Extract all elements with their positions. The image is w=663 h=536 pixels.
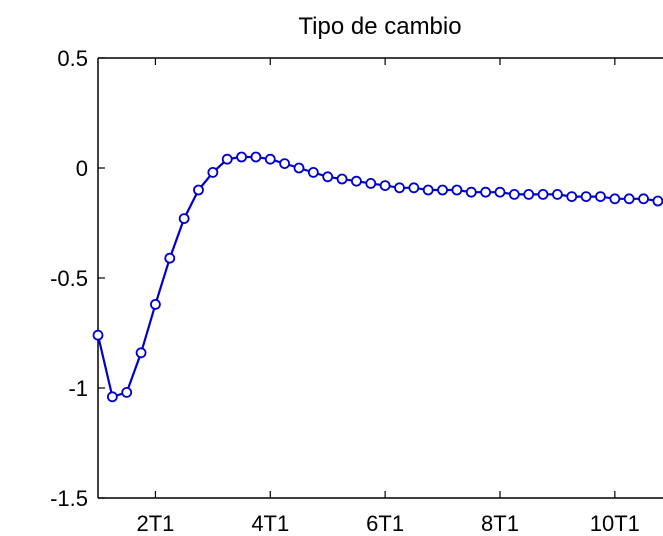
plot-area bbox=[98, 58, 663, 498]
data-point bbox=[638, 193, 649, 205]
data-point bbox=[150, 298, 161, 310]
data-point bbox=[623, 193, 635, 205]
data-point bbox=[480, 186, 492, 198]
x-tick-label: 2T1 bbox=[136, 511, 174, 536]
data-point bbox=[580, 191, 592, 203]
data-point bbox=[465, 186, 477, 198]
data-point bbox=[422, 184, 434, 196]
data-point bbox=[609, 193, 621, 205]
x-tick-label: 4T1 bbox=[251, 511, 289, 536]
ticks: 0.5 0 -0.5 -1 -1.5 2T1 4T1 6T1 8T1 10T1 bbox=[50, 46, 640, 536]
data-point bbox=[236, 151, 247, 163]
x-tick-label: 10T1 bbox=[590, 511, 640, 536]
y-tick-label: -1 bbox=[68, 376, 88, 401]
data-point bbox=[552, 188, 563, 200]
y-tick-label: 0 bbox=[76, 156, 88, 181]
data-point bbox=[307, 166, 319, 178]
chart-title: Tipo de cambio bbox=[298, 13, 461, 40]
data-point bbox=[379, 180, 391, 192]
data-point bbox=[250, 151, 262, 163]
data-point bbox=[178, 213, 190, 225]
data-point bbox=[322, 171, 334, 183]
x-tick-label: 8T1 bbox=[481, 511, 519, 536]
data-point bbox=[264, 153, 276, 165]
data-point bbox=[595, 191, 606, 203]
data-point bbox=[408, 182, 420, 194]
x-tick-label: 6T1 bbox=[366, 511, 404, 536]
data-point bbox=[652, 195, 663, 207]
data-point bbox=[293, 162, 305, 174]
data-point bbox=[164, 252, 176, 264]
data-point bbox=[365, 177, 377, 189]
data-point bbox=[279, 158, 291, 170]
data-point bbox=[351, 175, 362, 187]
y-tick-label: -0.5 bbox=[50, 266, 88, 291]
y-tick-label: -1.5 bbox=[50, 486, 88, 511]
data-point bbox=[537, 188, 549, 200]
data-point bbox=[121, 386, 133, 398]
data-point bbox=[494, 186, 506, 198]
data-point bbox=[437, 184, 448, 196]
data-point bbox=[394, 182, 405, 194]
data-point bbox=[221, 153, 233, 165]
data-point bbox=[566, 191, 578, 203]
data-point bbox=[451, 184, 463, 196]
y-tick-label: 0.5 bbox=[57, 46, 88, 71]
data-point bbox=[135, 347, 147, 359]
data-point bbox=[523, 188, 535, 200]
data-point bbox=[106, 391, 118, 403]
data-point bbox=[193, 184, 204, 196]
data-point bbox=[336, 173, 348, 185]
data-point bbox=[207, 166, 219, 178]
data-point bbox=[508, 188, 520, 200]
series-group bbox=[92, 151, 663, 403]
data-point bbox=[92, 329, 104, 341]
